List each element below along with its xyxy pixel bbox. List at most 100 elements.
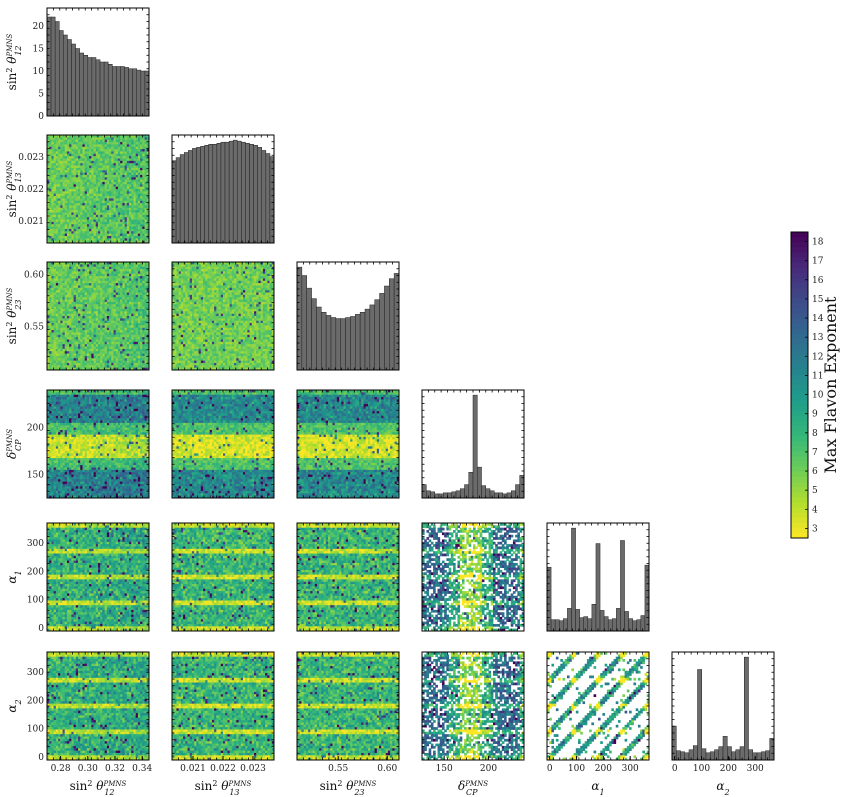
density-cell <box>106 165 110 169</box>
density-cell <box>106 160 110 164</box>
density-cell <box>82 184 86 188</box>
density-cell <box>122 151 126 155</box>
density-cell <box>91 149 94 152</box>
density-cell <box>104 172 108 176</box>
density-cell <box>62 172 66 176</box>
density-cell <box>93 238 97 242</box>
density-cell <box>133 233 137 237</box>
density-cell <box>62 235 66 239</box>
density-cell <box>104 238 108 242</box>
density-cell <box>66 163 70 166</box>
density-cell <box>137 205 141 209</box>
density-cell <box>142 235 145 239</box>
density-cell <box>98 212 101 216</box>
density-cell <box>78 221 81 225</box>
density-cell <box>51 153 55 157</box>
density-cell <box>49 297 52 300</box>
density-cell <box>144 151 148 155</box>
density-cell <box>117 210 121 213</box>
density-cell <box>47 308 50 312</box>
density-cell <box>58 196 61 199</box>
density-cell <box>109 158 112 162</box>
density-cell <box>124 142 128 145</box>
density-cell <box>89 212 92 216</box>
density-cell <box>47 240 50 244</box>
density-cell <box>100 172 103 176</box>
density-cell <box>49 191 52 195</box>
density-cell <box>109 196 112 199</box>
density-cell <box>131 235 134 239</box>
density-cell <box>91 184 94 188</box>
density-cell <box>100 167 103 171</box>
density-cell <box>100 181 103 185</box>
density-cell <box>80 151 83 155</box>
density-cell <box>75 231 79 235</box>
density-cell <box>86 186 90 190</box>
density-cell <box>58 205 61 209</box>
density-cell <box>69 233 72 237</box>
density-cell <box>49 269 52 272</box>
density-cell <box>113 156 117 159</box>
density-cell <box>47 170 50 173</box>
density-cell <box>109 203 112 206</box>
density-cell <box>66 184 70 188</box>
density-cell <box>47 233 50 237</box>
density-cell <box>122 156 126 159</box>
density-cell <box>111 193 114 197</box>
density-cell <box>117 203 121 206</box>
density-cell <box>120 235 123 239</box>
density-cell <box>131 174 134 178</box>
density-cell <box>66 189 70 192</box>
density-cell <box>66 231 70 235</box>
density-cell <box>80 200 83 204</box>
density-cell <box>75 212 79 216</box>
density-cell <box>131 238 134 242</box>
density-cell <box>122 142 126 145</box>
density-cell <box>60 181 63 185</box>
density-cell <box>100 139 103 143</box>
density-cell <box>49 135 52 138</box>
density-cell <box>73 151 77 155</box>
density-cell <box>124 228 128 232</box>
density-cell <box>89 149 92 152</box>
density-cell <box>115 172 119 176</box>
density-cell <box>122 146 126 150</box>
density-cell <box>51 149 55 152</box>
density-cell <box>82 224 86 227</box>
density-cell <box>106 189 110 192</box>
density-cell <box>93 149 97 152</box>
density-cell <box>71 200 75 204</box>
density-cell <box>64 170 68 173</box>
density-cell <box>49 170 52 173</box>
density-cell <box>53 210 57 213</box>
density-cell <box>80 198 83 202</box>
density-cell <box>49 167 52 171</box>
density-cell <box>80 137 83 141</box>
density-cell <box>49 233 52 237</box>
density-cell <box>91 144 94 148</box>
density-cell <box>91 156 94 159</box>
density-cell <box>47 316 50 319</box>
density-cell <box>93 172 97 176</box>
density-cell <box>142 219 145 223</box>
density-cell <box>60 144 63 148</box>
density-cell <box>140 153 143 157</box>
density-cell <box>144 189 148 192</box>
density-cell <box>102 158 106 162</box>
density-cell <box>102 179 106 183</box>
density-cell <box>117 233 121 237</box>
density-cell <box>102 135 106 138</box>
density-cell <box>82 226 86 230</box>
density-cell <box>78 174 81 178</box>
density-cell <box>113 191 117 195</box>
density-cell <box>58 306 61 310</box>
density-cell <box>80 240 83 244</box>
density-cell <box>93 163 97 166</box>
density-cell <box>144 231 148 235</box>
density-cell <box>82 217 86 220</box>
density-cell <box>51 262 55 265</box>
density-cell <box>142 203 145 206</box>
density-cell <box>120 221 123 225</box>
density-cell <box>133 160 137 164</box>
density-cell <box>144 174 148 178</box>
